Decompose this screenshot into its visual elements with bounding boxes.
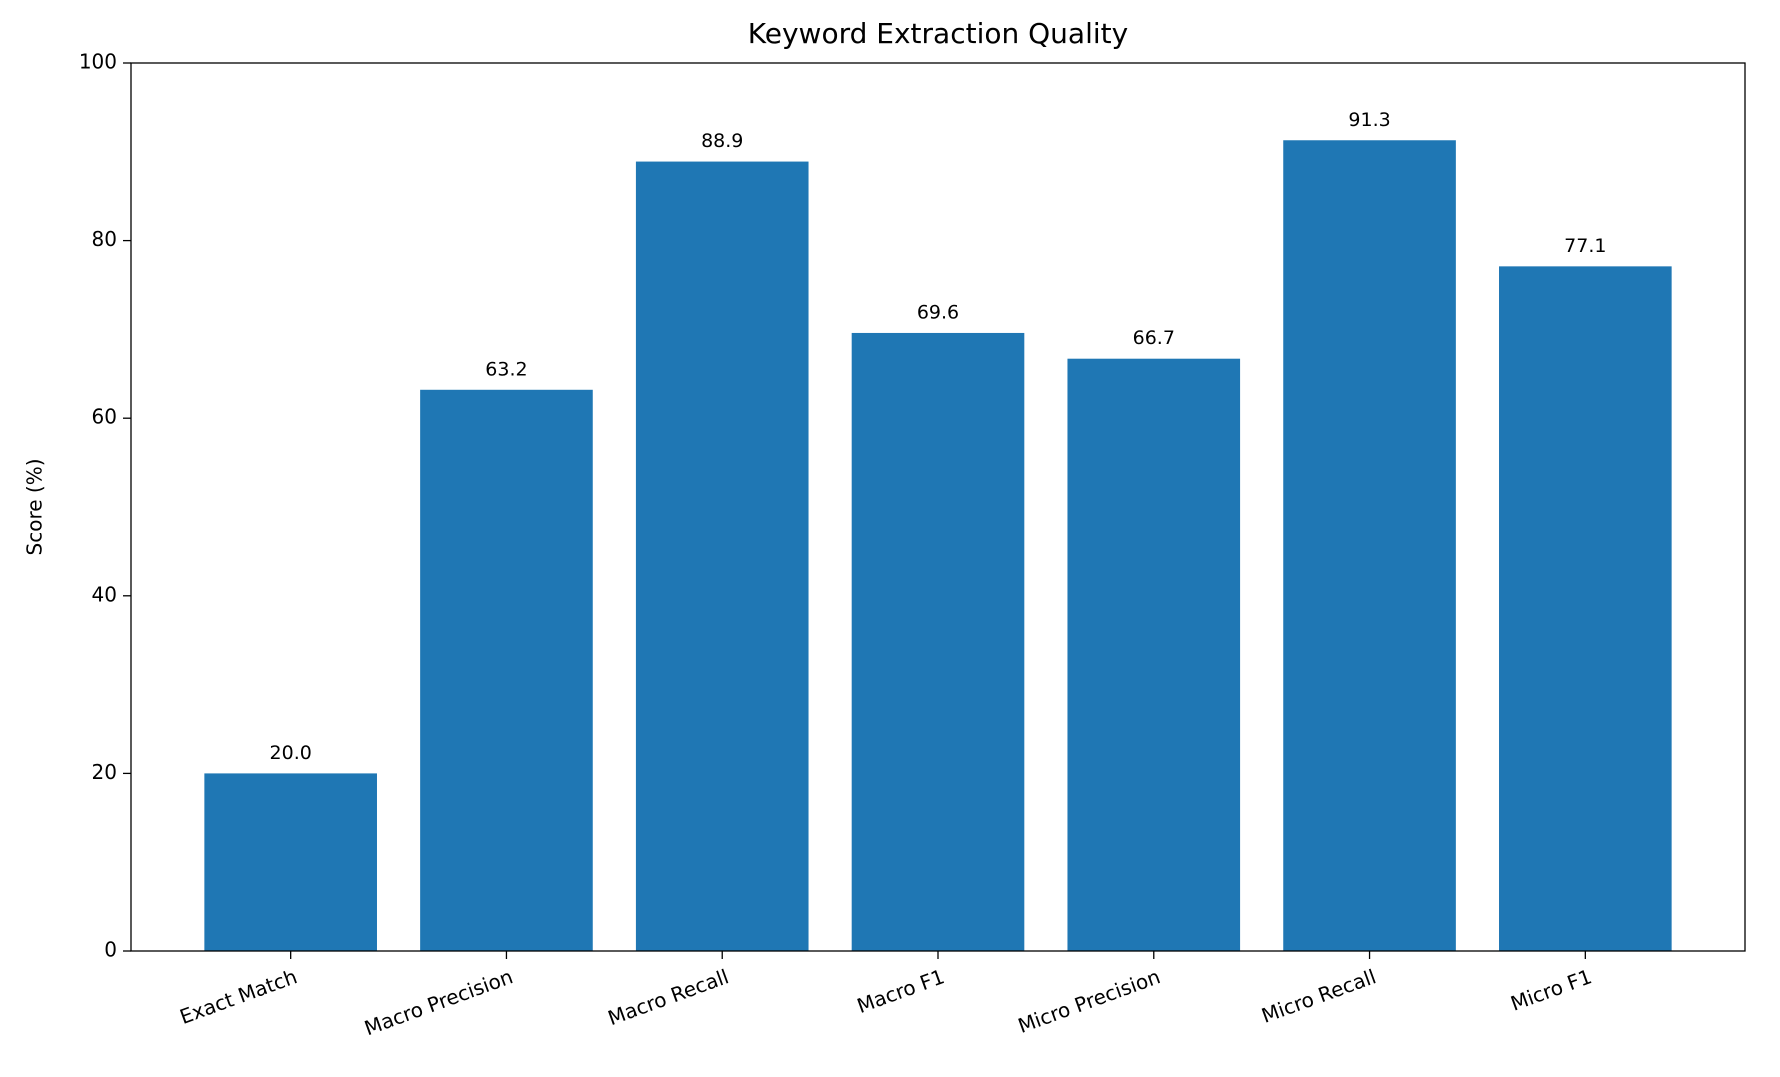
value-label: 91.3 <box>1348 109 1390 131</box>
y-tick-label: 100 <box>79 50 117 74</box>
chart-title: Keyword Extraction Quality <box>748 17 1128 50</box>
bar <box>420 389 593 951</box>
plot-frame <box>130 62 1746 952</box>
value-label: 69.6 <box>917 301 959 323</box>
y-tick-label: 80 <box>92 227 117 251</box>
y-tick-label: 0 <box>104 938 117 962</box>
value-label: 66.7 <box>1133 327 1175 349</box>
value-label: 77.1 <box>1564 235 1606 257</box>
bar <box>1283 140 1456 952</box>
value-label: 20.0 <box>270 742 312 764</box>
bar <box>1499 266 1672 951</box>
value-label: 63.2 <box>485 358 527 380</box>
bar <box>1067 358 1241 952</box>
y-tick-label: 20 <box>92 760 117 784</box>
value-label: 88.9 <box>701 130 743 152</box>
bar <box>635 161 809 951</box>
y-axis-label: Score (%) <box>23 459 47 556</box>
bar <box>204 773 377 951</box>
bar <box>851 332 1025 951</box>
y-tick-label: 40 <box>92 582 117 606</box>
y-tick-label: 60 <box>92 405 117 429</box>
